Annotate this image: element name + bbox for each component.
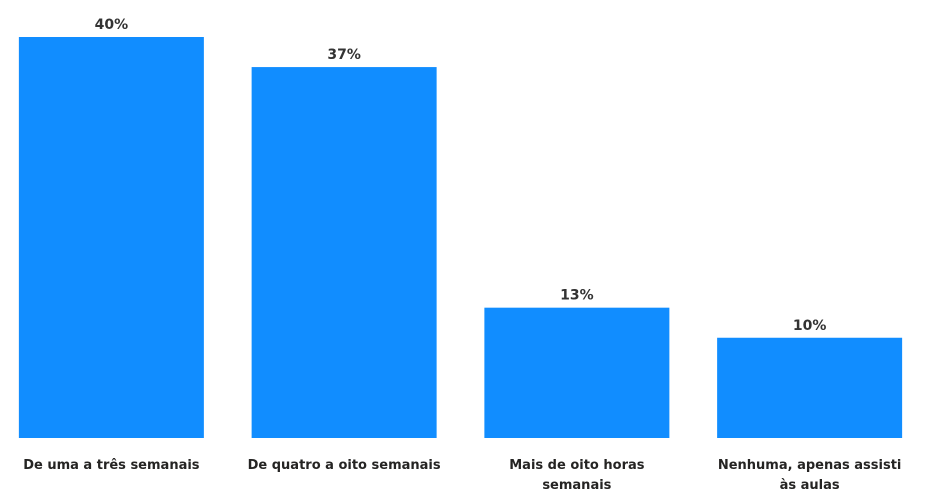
data-label-4: 10%: [793, 318, 827, 334]
bar-3: [484, 307, 670, 438]
x-tick-label-2: De quatro a oito semanais: [248, 458, 441, 473]
data-label-2: 37%: [327, 47, 361, 63]
bar-1: [18, 37, 204, 438]
bar-4: [717, 337, 903, 438]
data-label-1: 40%: [95, 17, 129, 33]
x-tick-label-3: Mais de oito horas semanais: [509, 458, 645, 493]
bar-2: [251, 67, 437, 438]
x-tick-label-4: Nenhuma, apenas assisti às aulas: [718, 458, 902, 493]
data-label-3: 13%: [560, 288, 594, 304]
x-tick-label-1: De uma a três semanais: [23, 458, 200, 473]
